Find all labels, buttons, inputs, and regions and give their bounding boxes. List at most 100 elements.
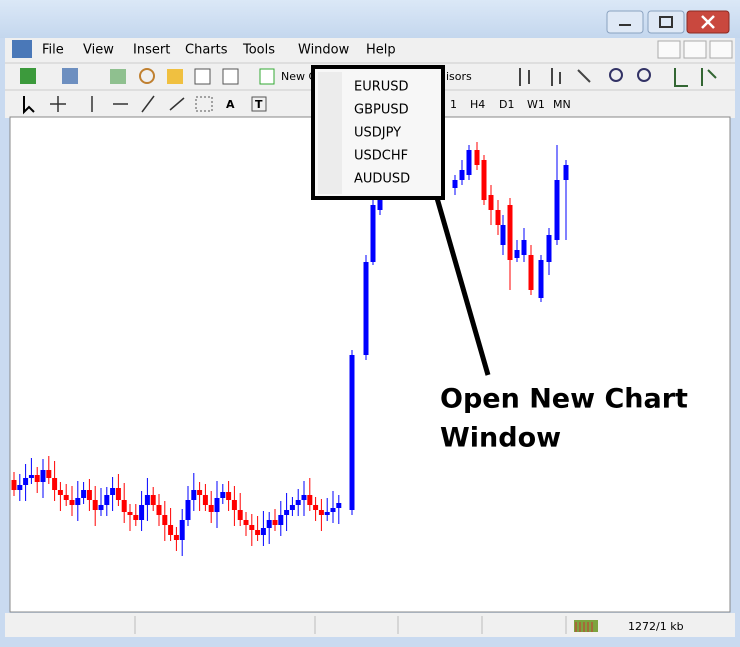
autoscroll-icons[interactable] <box>674 68 717 87</box>
candle-body <box>459 170 465 180</box>
candle-body <box>289 505 295 510</box>
candle-body <box>370 205 376 262</box>
zoom-in-icon[interactable] <box>609 68 623 82</box>
maximize-button[interactable] <box>647 10 685 34</box>
candle-body <box>336 503 342 508</box>
candle-body <box>168 525 174 535</box>
candle-body <box>307 495 313 505</box>
annotation-arrow <box>434 197 491 376</box>
label-tool-box[interactable] <box>251 96 267 112</box>
mdi-close[interactable] <box>709 40 733 59</box>
annotation-line: Window <box>440 423 561 454</box>
candle-body <box>23 478 29 485</box>
cursor-tool[interactable] <box>23 96 35 115</box>
profiles-icon[interactable] <box>62 68 78 84</box>
candle-body <box>208 505 214 512</box>
candle-body <box>495 210 501 225</box>
menu-item[interactable]: Window <box>298 43 350 58</box>
timeframe-button[interactable]: W1 <box>527 98 545 111</box>
candles <box>11 142 569 556</box>
menu-item[interactable]: File <box>42 43 64 58</box>
candle-body <box>301 495 307 500</box>
timeframe-button[interactable]: 1 <box>450 98 457 111</box>
menu-item[interactable]: Help <box>366 43 396 58</box>
menu-item[interactable]: View <box>83 43 114 58</box>
mdi-restore[interactable] <box>683 40 707 59</box>
new-chart-icon[interactable] <box>259 68 275 85</box>
symbol-item[interactable]: GBPUSD <box>354 103 409 118</box>
candle-body <box>563 165 569 180</box>
zoom-out-icon[interactable] <box>637 68 651 82</box>
candle-body <box>197 490 203 495</box>
candle-body <box>278 515 284 525</box>
candle-body <box>52 478 58 490</box>
candle-body <box>63 495 69 500</box>
text-tool[interactable]: A <box>226 98 235 111</box>
candle-body <box>284 510 290 515</box>
status-bar <box>5 613 735 637</box>
candle-body <box>266 520 272 528</box>
candle-body <box>150 495 156 505</box>
candle-body <box>110 488 116 495</box>
memory-status: 1272/1 kb <box>628 620 684 633</box>
symbol-item[interactable]: USDJPY <box>354 126 401 141</box>
candle-body <box>318 510 324 515</box>
candle-body <box>466 150 472 175</box>
navigator-icon[interactable] <box>167 69 183 84</box>
candle-body <box>231 500 237 510</box>
candle-body <box>46 470 52 478</box>
candle-body <box>528 255 534 290</box>
new-order-icon[interactable] <box>20 68 36 84</box>
minimize-button[interactable] <box>606 10 644 34</box>
candle-body <box>255 530 261 535</box>
menu-item[interactable]: Charts <box>185 43 228 58</box>
chart-type-icons[interactable] <box>519 68 591 86</box>
candle-body <box>507 205 513 260</box>
line-tools[interactable] <box>50 95 185 113</box>
candle-body <box>98 505 104 510</box>
candle-body <box>313 505 319 510</box>
candle-body <box>139 505 145 520</box>
symbol-item[interactable]: AUDUSD <box>354 172 410 187</box>
candle-body <box>363 262 369 355</box>
candle-body <box>226 492 232 500</box>
candle-body <box>86 490 92 500</box>
candle-body <box>104 495 110 505</box>
expert-advisors-button[interactable]: isors <box>446 70 472 83</box>
candle-body <box>115 488 121 500</box>
timeframe-button[interactable]: D1 <box>499 98 514 111</box>
candle-body <box>330 508 336 512</box>
candle-body <box>481 160 487 200</box>
candle-body <box>57 490 63 495</box>
timeframe-button[interactable]: H4 <box>470 98 485 111</box>
market-watch-icon[interactable] <box>110 69 126 84</box>
timeframe-button[interactable]: MN <box>553 98 571 111</box>
candle-body <box>156 505 162 515</box>
candle-body <box>377 195 383 210</box>
symbol-item[interactable]: USDCHF <box>354 149 408 164</box>
fibo-tool[interactable] <box>195 96 213 112</box>
candle-body <box>69 500 75 505</box>
label-tool[interactable]: T <box>255 98 263 111</box>
candle-body <box>500 225 506 245</box>
menu-item[interactable]: Insert <box>133 43 170 58</box>
candle-body <box>324 512 330 515</box>
symbol-item[interactable]: EURUSD <box>354 80 409 95</box>
menu-item[interactable]: Tools <box>242 43 275 58</box>
candle-body <box>17 485 23 490</box>
candle-body <box>243 520 249 525</box>
new-chart-button[interactable]: New C <box>281 70 316 83</box>
candle-body <box>185 500 191 520</box>
candle-body <box>237 510 243 520</box>
toolbar-icons <box>20 68 717 115</box>
candle-body <box>546 235 552 262</box>
candle-body <box>127 512 133 515</box>
candle-body <box>179 520 185 540</box>
candle-body <box>272 520 278 525</box>
candle-body <box>121 500 127 512</box>
tester-icon[interactable] <box>222 68 239 85</box>
mdi-minimize[interactable] <box>657 40 681 59</box>
terminal-icon[interactable] <box>194 68 211 85</box>
data-window-icon[interactable] <box>139 68 155 84</box>
